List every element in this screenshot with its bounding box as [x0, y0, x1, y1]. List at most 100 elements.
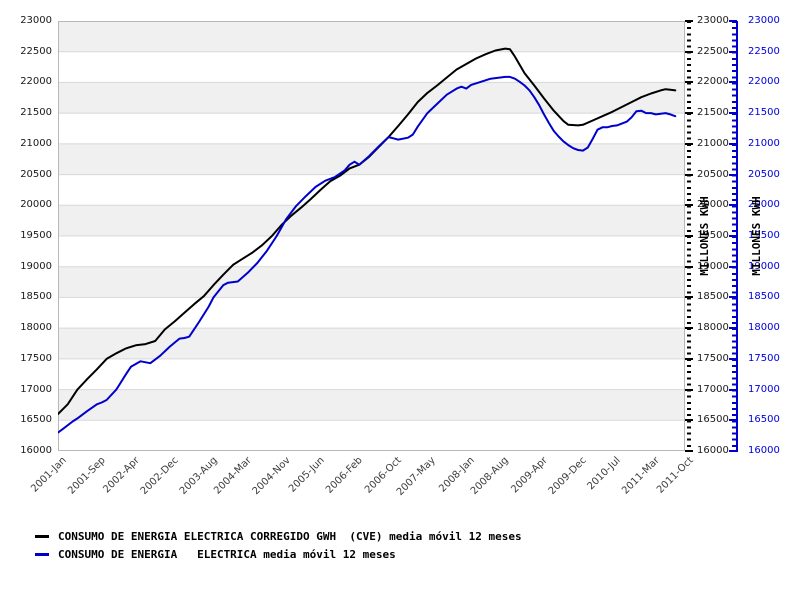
y-axis-tick-label: 17500	[20, 352, 52, 364]
y-axis-tick-label: 17000	[748, 383, 780, 395]
y-axis-tick-label: 16500	[748, 414, 780, 426]
legend-label: CONSUMO DE ENERGIA ELECTRICA CORREGIDO G…	[58, 529, 522, 543]
y-axis-tick-label: 20500	[20, 168, 52, 180]
y-axis-tick-label: 19000	[748, 260, 780, 272]
y-axis-tick-label: 16000	[697, 445, 729, 456]
y-axis-tick-label: 17000	[20, 383, 52, 395]
y-axis-tick-label: 20000	[697, 199, 729, 211]
y-axis-tick-label: 16500	[20, 414, 52, 426]
right-axis-blue-major-tick	[729, 204, 737, 207]
y-axis-tick-label: 21000	[20, 137, 52, 149]
y-axis-tick-label: 20000	[20, 199, 52, 211]
y-axis-tick-label: 18000	[20, 322, 52, 334]
right-axis-blue-spine	[736, 21, 738, 452]
plot-band	[58, 51, 685, 83]
plot-band	[58, 328, 685, 359]
right-axis-black-major-tick	[685, 296, 693, 299]
y-axis-tick-label: 19500	[20, 230, 52, 241]
y-axis-tick-label: 18500	[697, 291, 729, 303]
right-axis-blue-major-tick	[729, 296, 737, 299]
right-axis-black-major-tick	[685, 419, 693, 422]
plot-band	[58, 389, 685, 421]
y-axis-tick-label: 19000	[697, 260, 729, 272]
legend-swatch-blue-line	[35, 552, 49, 556]
series-line-blue	[58, 75, 677, 434]
plot-border	[58, 21, 685, 451]
y-axis-tick-label: 22000	[748, 76, 780, 88]
y-axis-tick-label: 23000	[697, 15, 729, 26]
y-axis-tick-label: 20500	[748, 168, 780, 180]
y-axis-tick-label: 16000	[20, 445, 52, 456]
right-axis-blue-major-tick	[729, 50, 737, 53]
y-axis-tick-label: 22000	[20, 76, 52, 88]
right-axis-blue-major-tick	[729, 112, 737, 115]
plot-band	[58, 358, 685, 390]
right-axis-black-major-tick	[685, 204, 693, 207]
right-axis-black-major-tick	[685, 327, 693, 330]
y-axis-tick-label: 22500	[20, 45, 52, 57]
right-axis-blue-major-tick	[729, 265, 737, 268]
right-axis-blue-major-tick	[729, 419, 737, 422]
right-axis-black-major-tick	[685, 81, 693, 84]
y-axis-tick-label: 18500	[748, 291, 780, 303]
right-axis-black-major-tick	[685, 50, 693, 53]
y-axis-tick-label: 17500	[697, 352, 729, 364]
right-axis-black-major-tick	[685, 357, 693, 360]
right-axis-blue-major-tick	[729, 388, 737, 391]
plot-band	[58, 420, 685, 451]
right-axis-black-major-tick	[685, 173, 693, 176]
right-axis-black-major-tick	[685, 112, 693, 115]
y-axis-tick-label: 23000	[20, 15, 52, 26]
y-axis-tick-label: 22500	[748, 45, 780, 57]
y-axis-tick-label: 23000	[748, 15, 780, 26]
legend: CONSUMO DE ENERGIA ELECTRICA CORREGIDO G…	[35, 527, 522, 563]
y-axis-tick-label: 18000	[748, 322, 780, 334]
y-axis-tick-label: 21500	[20, 107, 52, 119]
right-axis-blue-major-tick	[729, 327, 737, 330]
right-axis-black-major-tick	[685, 265, 693, 268]
right-axis-black-major-tick	[685, 388, 693, 391]
plot-band	[58, 174, 685, 206]
legend-swatch-black-line	[35, 534, 49, 538]
right-axis-blue-major-tick	[729, 173, 737, 176]
right-axis-blue-major-tick	[729, 450, 737, 452]
y-axis-tick-label: 19500	[697, 230, 729, 241]
plot-band	[58, 82, 685, 114]
y-axis-tick-label: 20500	[697, 168, 729, 180]
y-axis-tick-label: 16500	[697, 414, 729, 426]
y-axis-tick-label: 19500	[748, 230, 780, 241]
plot-band	[58, 205, 685, 236]
y-axis-tick-label: 17000	[697, 383, 729, 395]
legend-label: CONSUMO DE ENERGIA ELECTRICA media móvil…	[58, 547, 396, 561]
y-axis-tick-label: 19000	[20, 260, 52, 272]
y-axis-tick-label: 17500	[748, 352, 780, 364]
right-axis-blue-major-tick	[729, 357, 737, 360]
right-axis-black-major-tick	[685, 235, 693, 237]
y-axis-tick-label: 16000	[748, 445, 780, 456]
line-chart-plot-area	[58, 21, 685, 451]
y-axis-title-right-1: MILLONES KWH	[698, 196, 711, 276]
y-axis-tick-label: 21000	[697, 137, 729, 149]
y-axis-tick-label: 20000	[748, 199, 780, 211]
right-axis-blue-major-tick	[729, 235, 737, 237]
plot-band	[58, 113, 685, 144]
legend-item: CONSUMO DE ENERGIA ELECTRICA media móvil…	[35, 545, 522, 563]
plot-band	[58, 297, 685, 329]
right-axis-blue-major-tick	[729, 20, 737, 22]
right-axis-black-major-tick	[685, 20, 693, 22]
plot-band	[58, 143, 685, 175]
right-axis-blue-major-tick	[729, 81, 737, 84]
right-axis-black-major-tick	[685, 450, 693, 452]
y-axis-tick-label: 22500	[697, 45, 729, 57]
y-axis-tick-label: 21500	[748, 107, 780, 119]
right-axis-blue-major-tick	[729, 142, 737, 145]
y-axis-tick-label: 18500	[20, 291, 52, 303]
y-axis-tick-label: 22000	[697, 76, 729, 88]
plot-band	[58, 236, 685, 267]
y-axis-tick-label: 21000	[748, 137, 780, 149]
plot-band	[58, 266, 685, 298]
y-axis-title-right-2: MILLONES KWH	[750, 196, 763, 276]
y-axis-tick-label: 21500	[697, 107, 729, 119]
legend-item: CONSUMO DE ENERGIA ELECTRICA CORREGIDO G…	[35, 527, 522, 545]
